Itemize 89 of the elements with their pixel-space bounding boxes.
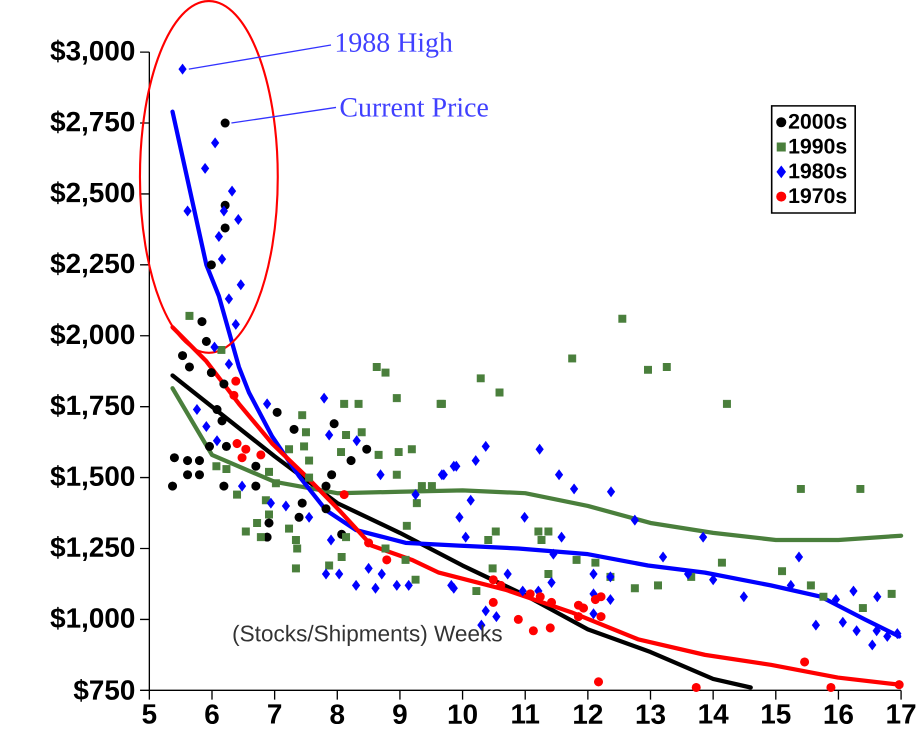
y-tick-label: $2,250	[50, 252, 134, 278]
x-tick-label: 6	[205, 704, 219, 724]
x-axis-title: (Stocks/Shipments) Weeks	[233, 624, 502, 646]
point	[528, 626, 538, 636]
x-tick-label: 9	[393, 704, 407, 724]
point	[536, 592, 545, 602]
point	[272, 408, 282, 417]
x-tick-label: 17	[887, 704, 916, 724]
x-tick-label: 13	[636, 704, 665, 724]
point	[800, 657, 810, 666]
point	[514, 614, 523, 624]
point	[197, 317, 206, 326]
line-series	[170, 386, 904, 542]
y-tick-label: $750	[74, 678, 134, 702]
point	[574, 612, 583, 622]
point	[220, 118, 230, 128]
point	[202, 336, 211, 346]
point	[219, 379, 228, 388]
point	[183, 470, 192, 480]
point	[232, 439, 242, 448]
point	[206, 368, 216, 378]
point	[218, 416, 227, 426]
point	[340, 490, 349, 500]
point	[346, 456, 356, 466]
legend-label: 1980s	[789, 163, 846, 178]
point	[596, 592, 606, 602]
point	[170, 453, 179, 462]
x-tick-label: 16	[824, 704, 853, 724]
point	[364, 538, 374, 548]
point	[382, 555, 392, 564]
point	[206, 260, 216, 270]
point	[594, 677, 604, 686]
point	[231, 376, 240, 386]
y-tick-label: $1,250	[50, 536, 134, 561]
point	[229, 390, 238, 400]
legend-label: 1970s	[789, 188, 846, 204]
y-tick-label: $1,750	[50, 394, 134, 420]
point	[178, 351, 188, 360]
y-tick-label: $2,750	[50, 110, 134, 136]
y-tick-label: $3,000	[50, 40, 134, 65]
x-tick-label: 10	[448, 704, 477, 724]
point	[692, 682, 701, 692]
point	[222, 442, 231, 451]
x-tick-label: 14	[699, 704, 728, 724]
y-tick-label: $1,000	[50, 606, 134, 632]
point	[256, 450, 266, 460]
x-tick-label: 8	[330, 704, 344, 724]
x-tick-label: 12	[574, 704, 602, 724]
point	[578, 604, 588, 613]
x-tick-label: 15	[762, 704, 791, 724]
annotation: 1988 High	[336, 32, 453, 58]
point	[546, 623, 555, 632]
point	[488, 575, 498, 584]
point	[212, 404, 222, 414]
point	[596, 612, 606, 622]
x-tick-label: 11	[512, 704, 540, 724]
point	[488, 598, 498, 607]
point	[219, 482, 228, 491]
point	[894, 680, 904, 690]
point	[826, 682, 836, 692]
x-tick-label: 5	[142, 704, 156, 724]
point	[362, 444, 372, 454]
point	[241, 444, 250, 454]
point	[183, 456, 192, 466]
point	[194, 470, 204, 480]
legend-label: 1990s	[789, 138, 846, 154]
point	[251, 462, 260, 471]
legend-label: 2000s	[788, 114, 846, 129]
point	[251, 482, 260, 491]
y-tick-label: $1,500	[50, 465, 134, 490]
point	[294, 512, 304, 522]
point	[321, 504, 331, 514]
y-tick-label: $2,500	[50, 181, 134, 206]
point	[321, 482, 331, 491]
annotation: Current Price	[340, 98, 488, 117]
point	[238, 453, 247, 462]
x-tick-label: 7	[268, 704, 282, 724]
point	[526, 589, 535, 598]
point	[194, 456, 204, 466]
point	[204, 442, 214, 451]
point	[168, 482, 178, 491]
point	[220, 223, 230, 232]
point	[330, 419, 339, 428]
point	[184, 362, 194, 372]
point	[264, 518, 274, 528]
point	[327, 470, 336, 480]
point	[298, 498, 307, 508]
point	[290, 424, 299, 434]
y-tick-label: $2,000	[50, 323, 134, 348]
